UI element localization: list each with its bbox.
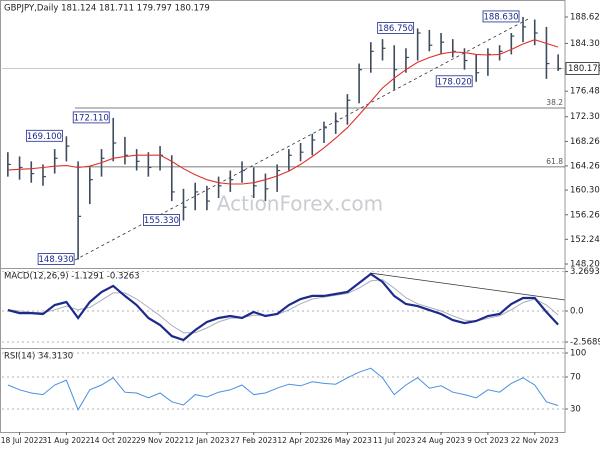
moving-average xyxy=(7,39,559,185)
price-label-box xyxy=(72,111,110,124)
indicator-line xyxy=(7,272,559,342)
price-label: 186.750 xyxy=(378,24,413,34)
price-label-box xyxy=(25,129,63,142)
x-tick-label: 14 Oct 2022 xyxy=(90,436,137,445)
x-tick-label: 27 Feb 2023 xyxy=(230,436,277,445)
x-tick-label: 12 Apr 2023 xyxy=(277,436,324,445)
y-tick-label: 168.260 xyxy=(570,137,600,147)
y-tick-label: 188.620 xyxy=(570,12,600,22)
price-label-box xyxy=(37,253,75,265)
y-tick-label: 0.0 xyxy=(570,307,584,317)
price-label: 155.330 xyxy=(144,216,179,226)
x-tick-label: 9 Oct 2023 xyxy=(467,436,509,445)
y-tick-label: 3.2693 xyxy=(570,267,600,277)
y-tick-label: -2.5689 xyxy=(570,338,600,348)
watermark: ActionForex.com xyxy=(217,192,383,216)
y-tick-label: 148.200 xyxy=(570,260,600,270)
x-tick-label: 24 Aug 2023 xyxy=(417,436,465,445)
y-tick-label: 184.300 xyxy=(570,39,600,49)
x-tick-label: 22 Nov 2023 xyxy=(511,436,559,445)
price-label-box xyxy=(435,75,473,88)
macd-trend-line xyxy=(369,272,566,301)
y-tick-label: 156.260 xyxy=(570,210,600,220)
indicator-line xyxy=(7,279,559,334)
price-label: 169.100 xyxy=(27,132,62,142)
y-tick-label: 152.240 xyxy=(570,235,600,245)
x-tick-label: 18 Jul 2022 xyxy=(1,436,44,445)
y-tick-label: 30 xyxy=(570,405,581,415)
x-tick-label: 26 May 2023 xyxy=(323,436,372,445)
y-tick-label: 100 xyxy=(570,349,586,359)
y-tick-label: 164.260 xyxy=(570,161,600,171)
x-tick-label: 29 Nov 2022 xyxy=(136,436,184,445)
price-label-box xyxy=(482,10,520,23)
price-label: 188.630 xyxy=(483,12,518,22)
y-tick-label: 70 xyxy=(570,373,581,383)
panel-title: GBPJPY,Daily 181.124 181.711 179.797 180… xyxy=(4,4,210,14)
y-tick-label: 176.480 xyxy=(570,87,600,97)
panel-title: MACD(12,26,9) -1.1291 -0.3263 xyxy=(4,272,140,282)
fib-label: 38.2 xyxy=(546,98,563,107)
indicator-line xyxy=(7,367,559,411)
panel-title: RSI(14) 34.3130 xyxy=(4,352,73,362)
x-tick-label: 12 Jan 2023 xyxy=(184,436,229,445)
panel-border xyxy=(0,348,566,433)
price-label-box xyxy=(143,214,180,226)
y-tick-label: 172.300 xyxy=(570,112,600,122)
current-price-tag xyxy=(565,62,600,75)
x-tick-label: 11 Jul 2023 xyxy=(373,436,416,445)
price-label-box xyxy=(377,22,415,34)
fib-label: 61.8 xyxy=(546,157,563,166)
current-price-label: 180.179 xyxy=(568,64,600,74)
price-label: 178.020 xyxy=(437,77,472,87)
price-label: 172.110 xyxy=(74,113,109,123)
y-tick-label: 160.300 xyxy=(570,186,600,196)
price-label: 148.930 xyxy=(39,255,74,265)
x-tick-label: 31 Aug 2022 xyxy=(42,436,90,445)
